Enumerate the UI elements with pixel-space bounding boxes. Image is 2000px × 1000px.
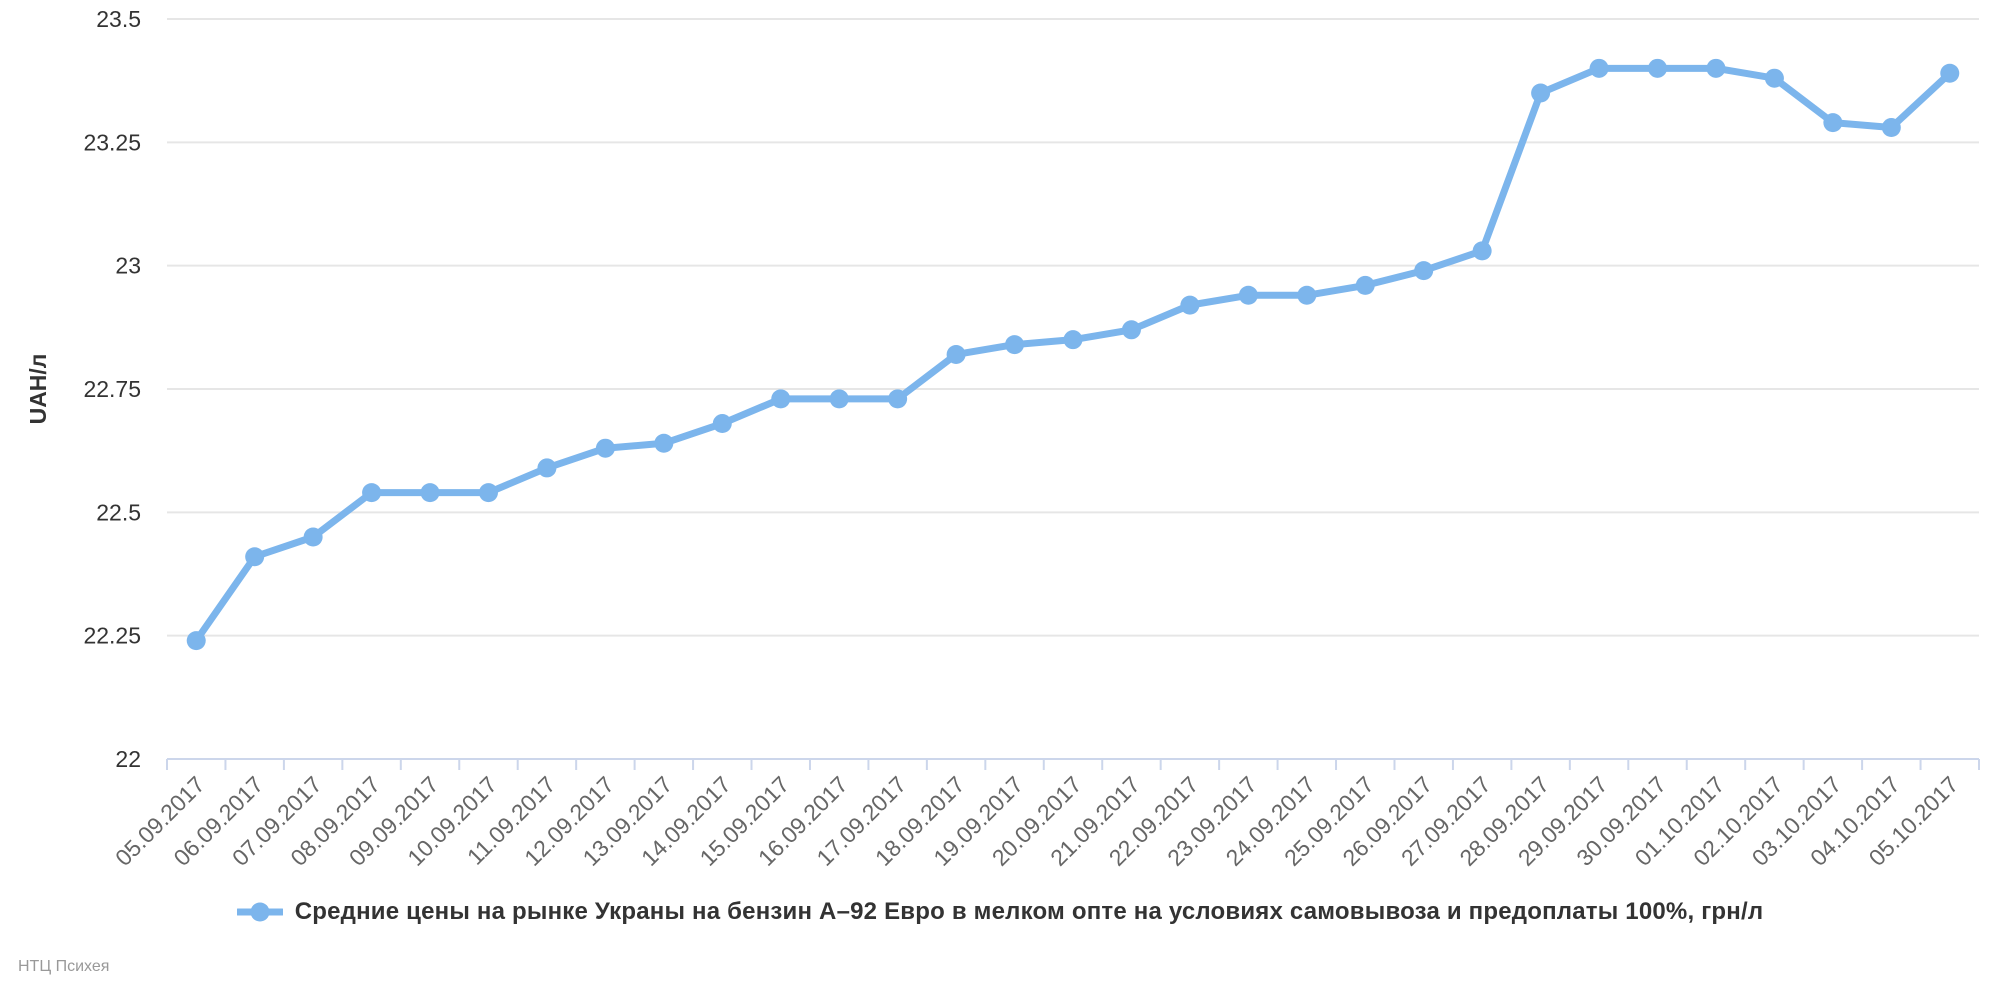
svg-text:23.5: 23.5 xyxy=(96,6,141,32)
svg-text:22.25: 22.25 xyxy=(83,623,141,649)
svg-text:22.5: 22.5 xyxy=(96,499,141,525)
legend-series-marker-icon xyxy=(236,902,283,922)
svg-text:23: 23 xyxy=(115,253,141,279)
svg-text:UAH/л: UAH/л xyxy=(25,354,51,425)
price-line-chart[interactable]: 2222.2522.522.752323.2523.505.09.201706.… xyxy=(0,0,2000,896)
legend[interactable]: Средние цены на рынке Украны на бензин А… xyxy=(0,898,2000,926)
credit-label: НТЦ Психея xyxy=(18,958,110,975)
svg-text:23.25: 23.25 xyxy=(83,129,141,155)
svg-text:22.75: 22.75 xyxy=(83,376,141,402)
svg-text:22: 22 xyxy=(115,746,141,772)
legend-label: Средние цены на рынке Украны на бензин А… xyxy=(294,898,1764,925)
